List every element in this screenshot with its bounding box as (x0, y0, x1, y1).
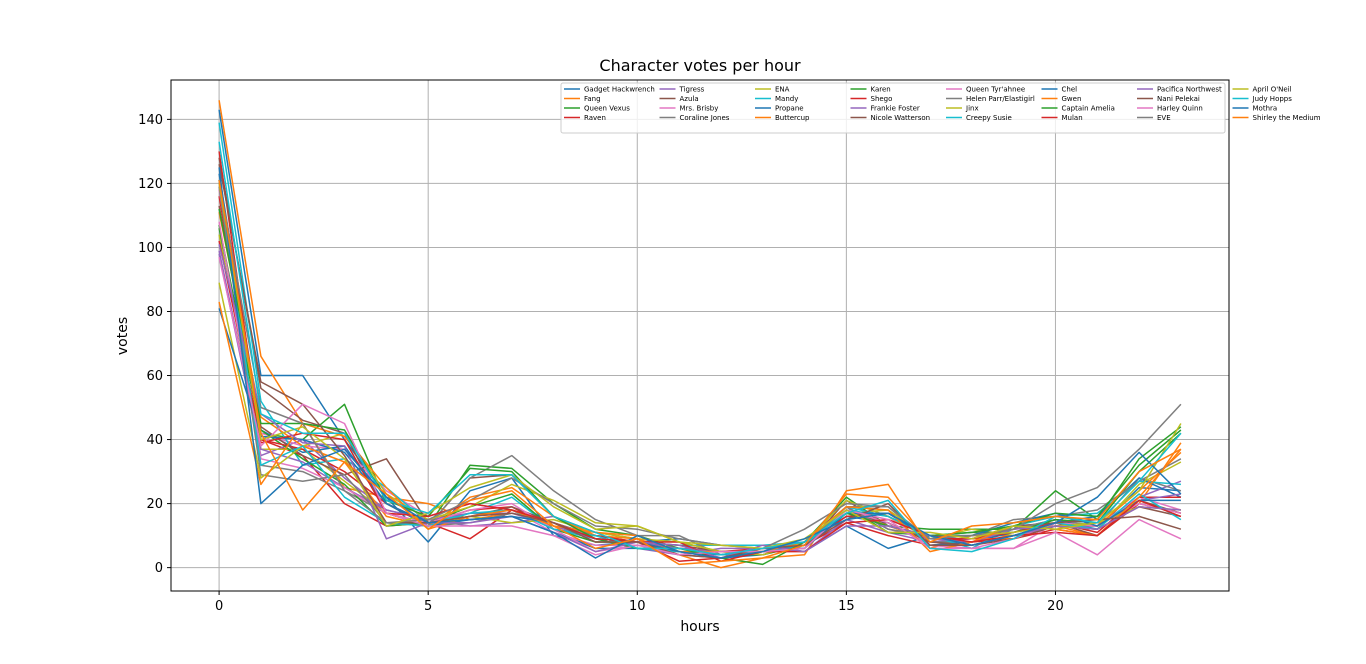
legend-frame (560, 82, 1226, 134)
series-line (218, 282, 1181, 556)
y-axis-ticks: 0 20 40 60 80 100 120 140 (138, 113, 171, 576)
legend-label: Azula (680, 95, 699, 103)
legend-label: Propane (775, 105, 804, 113)
x-tick-label: 5 (424, 599, 432, 614)
y-axis-title: votes (115, 317, 131, 355)
legend-label: Pacifica Northwest (1157, 86, 1222, 94)
legend-label: Jinx (965, 105, 979, 113)
legend-label: Mothra (1253, 105, 1278, 113)
legend-label: Mandy (775, 95, 798, 103)
legend-label: Buttercup (775, 114, 810, 122)
y-tick-label: 60 (146, 369, 163, 384)
y-tick-label: 20 (146, 497, 163, 512)
legend-label: Nani Pelekai (1157, 95, 1200, 103)
series-line (218, 180, 1182, 550)
series-line (218, 183, 1182, 550)
legend-label: Shego (871, 95, 893, 103)
y-tick-label: 100 (138, 241, 163, 256)
series-line (218, 256, 1182, 556)
legend-label: Nicole Watterson (871, 114, 931, 122)
legend-label: Mulan (1062, 114, 1083, 122)
legend-label: Captain Amelia (1062, 105, 1115, 113)
legend-label: Creepy Susie (966, 114, 1012, 122)
x-tick-label: 0 (215, 599, 223, 614)
legend-label: Queen Vexus (584, 105, 630, 113)
legend-label: Coraline Jones (680, 114, 730, 122)
y-tick-label: 40 (146, 433, 163, 448)
legend-label: Judy Hopps (1252, 95, 1293, 103)
legend-label: Gadget Hackwrench (584, 86, 655, 94)
legend-label: Shirley the Medium (1253, 114, 1321, 122)
chart-title: Character votes per hour (599, 56, 801, 75)
x-tick-label: 20 (1047, 599, 1064, 614)
legend-label: April O'Neil (1253, 86, 1292, 94)
legend-label: Harley Quinn (1157, 105, 1203, 113)
legend-label: Fang (584, 95, 601, 103)
legend-label: ENA (775, 86, 790, 94)
legend-label: Mrs. Brisby (680, 105, 719, 113)
legend-label: Queen Tyr'ahnee (966, 86, 1025, 94)
legend-label: Tigress (679, 86, 705, 94)
legend-label: Raven (584, 114, 606, 122)
x-tick-label: 10 (629, 599, 646, 614)
legend-label: Karen (871, 86, 891, 94)
x-axis-title: hours (680, 619, 719, 635)
legend-label: Gwen (1062, 95, 1082, 103)
y-tick-label: 120 (138, 177, 163, 192)
plot-frame (170, 79, 1230, 592)
y-tick-label: 140 (138, 113, 163, 128)
series-line (218, 180, 1182, 566)
series-lines (218, 100, 1182, 569)
legend-label: Chel (1062, 86, 1078, 94)
x-axis-ticks: 0 5 10 15 20 (215, 591, 1064, 614)
legend-label: EVE (1157, 114, 1171, 122)
legend-label: Frankie Foster (871, 105, 920, 113)
y-tick-label: 0 (155, 561, 163, 576)
x-tick-label: 15 (838, 599, 855, 614)
series-line (218, 250, 1182, 553)
y-tick-label: 80 (146, 305, 163, 320)
legend-label: Helen Parr/Elastigirl (966, 95, 1035, 103)
